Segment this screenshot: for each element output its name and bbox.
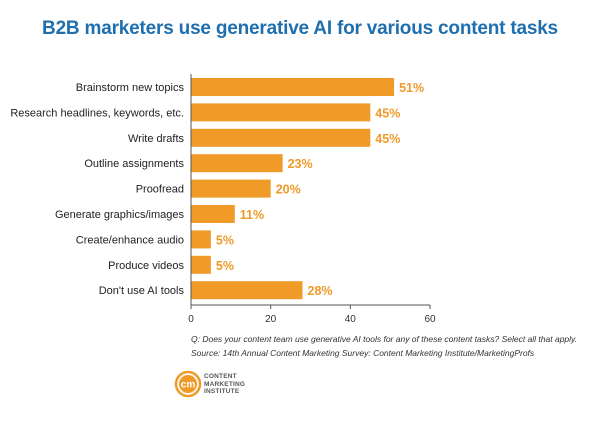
- value-label: 5%: [216, 259, 234, 273]
- value-label: 51%: [399, 81, 424, 95]
- value-label: 45%: [375, 132, 400, 146]
- x-tick-label: 20: [265, 314, 277, 325]
- value-label: 28%: [308, 284, 333, 298]
- category-label: Produce videos: [108, 260, 184, 272]
- bar: [191, 281, 303, 300]
- bar: [191, 230, 211, 249]
- bar: [191, 128, 371, 147]
- value-label: 5%: [216, 233, 234, 247]
- chart-title: B2B marketers use generative AI for vari…: [42, 18, 558, 39]
- x-tick-label: 40: [345, 314, 357, 325]
- bar: [191, 103, 371, 122]
- bar: [191, 78, 395, 96]
- value-label: 45%: [375, 106, 400, 120]
- bar: [191, 255, 211, 274]
- svg-text:cm: cm: [181, 380, 196, 391]
- value-label: 20%: [276, 183, 301, 197]
- source-note: Source: 14th Annual Content Marketing Su…: [191, 348, 535, 358]
- category-label: Create/enhance audio: [76, 234, 184, 246]
- x-tick-label: 60: [424, 314, 436, 325]
- category-label: Generate graphics/images: [55, 209, 185, 221]
- bar: [191, 154, 283, 173]
- cmi-logo: cm CONTENT MARKETING INSTITUTE: [174, 369, 294, 399]
- category-label: Write drafts: [128, 133, 185, 145]
- cmi-logo-icon: cm: [174, 370, 202, 398]
- value-label: 11%: [240, 208, 264, 222]
- bar: [191, 179, 271, 198]
- category-label: Proofread: [136, 184, 184, 196]
- x-tick-label: 0: [188, 314, 194, 325]
- category-label: Brainstorm new topics: [76, 82, 185, 94]
- category-label: Don't use AI tools: [99, 285, 185, 297]
- category-label: Research headlines, keywords, etc.: [10, 107, 184, 119]
- category-label: Outline assignments: [84, 158, 184, 170]
- survey-question-note: Q: Does your content team use generative…: [191, 334, 578, 344]
- bar: [191, 205, 235, 223]
- cmi-logo-text: CONTENT MARKETING INSTITUTE: [204, 373, 246, 395]
- value-label: 23%: [288, 157, 313, 171]
